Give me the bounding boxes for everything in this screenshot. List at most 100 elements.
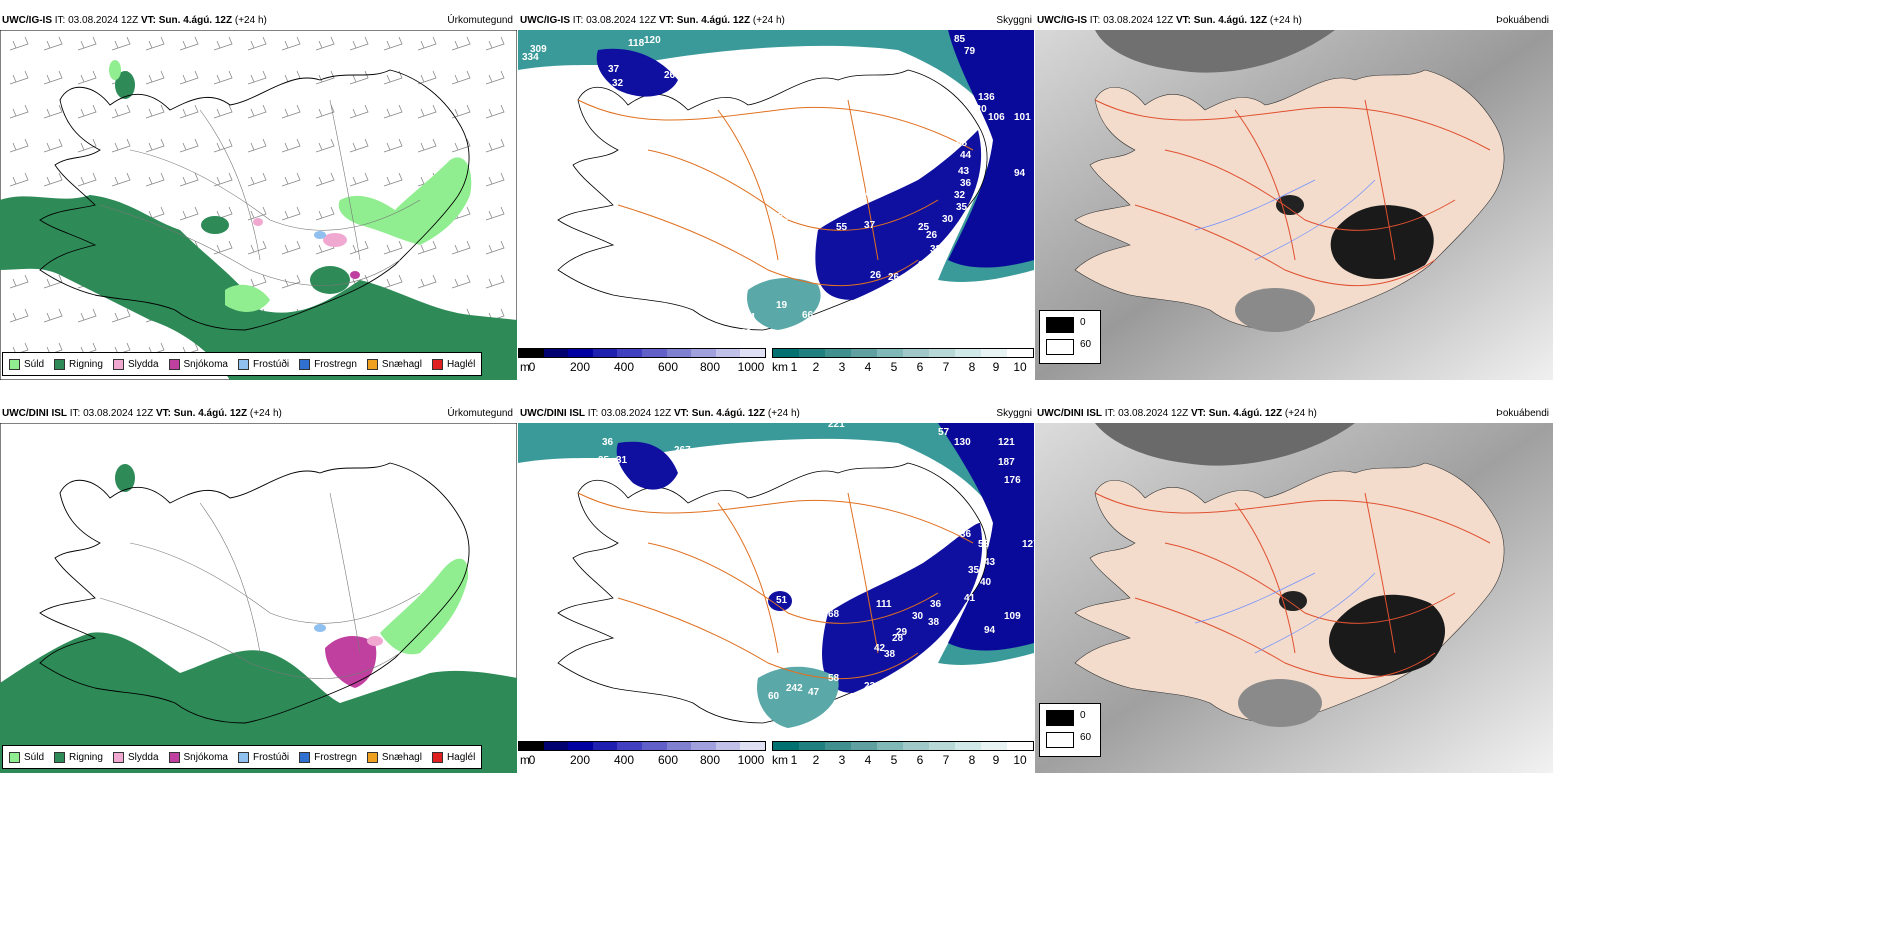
- precip-map[interactable]: [0, 423, 517, 773]
- low-cloud-area-nw: [596, 48, 678, 97]
- visibility-value: 58: [828, 673, 840, 684]
- wind-barb: [145, 172, 165, 187]
- cbar-segment: [877, 742, 903, 750]
- visibility-strip: [772, 741, 1034, 751]
- valid-time: Sun. 4.ágú. 12Z: [173, 408, 248, 419]
- panel-title: Skyggni: [996, 408, 1032, 419]
- precip-map[interactable]: [0, 30, 517, 380]
- visibility-value: 242: [786, 683, 803, 694]
- roads: [99, 99, 421, 286]
- legend-swatch: [366, 358, 378, 370]
- valid-label: VT:: [673, 408, 689, 419]
- visibility-value: 136: [978, 92, 995, 103]
- cbar-tick: 1: [790, 753, 798, 767]
- cbar-tick: 3: [838, 753, 846, 767]
- cbar-segment: [851, 349, 877, 357]
- cbar-tick: 4: [864, 360, 872, 374]
- cbar-tick: 1: [790, 360, 798, 374]
- cbar-segment: [877, 349, 903, 357]
- precip-panel-row2: UWC/DINI ISL IT: 03.08.2024 12Z VT: Sun.…: [0, 405, 517, 773]
- visibility-value: 29: [870, 304, 882, 315]
- wind-barb: [315, 104, 335, 119]
- cbar-tick: 400: [613, 360, 635, 374]
- wind-barb: [485, 240, 505, 255]
- roads: [1094, 492, 1491, 680]
- valid-label: VT:: [658, 15, 674, 26]
- fog-label-high: 60: [1080, 732, 1092, 743]
- snow-area: [350, 271, 360, 279]
- roads: [577, 99, 974, 287]
- wind-barb: [77, 308, 97, 323]
- visibility-value: 32: [930, 244, 942, 255]
- visibility-value: 187: [998, 457, 1015, 468]
- visibility-value: 28: [892, 633, 904, 644]
- wind-barb: [247, 206, 267, 221]
- visibility-value: 37: [864, 220, 876, 231]
- cbar-segment: [568, 742, 593, 750]
- visibility-value: 176: [1004, 475, 1021, 486]
- cbar-unit: km: [772, 360, 788, 374]
- cloud-base-ticks: m 0 200 400 600 800 1000: [518, 753, 766, 767]
- sea-low-cloud: [938, 423, 1034, 651]
- visibility-value: 267: [674, 445, 691, 456]
- cbar-tick: 10: [1013, 360, 1027, 374]
- cbar-tick: 600: [657, 753, 679, 767]
- wind-barb: [451, 138, 471, 153]
- wind-barb: [9, 138, 29, 153]
- visibility-value: 53: [978, 539, 990, 550]
- cbar-tick: 5: [890, 753, 898, 767]
- wind-barb: [111, 308, 131, 323]
- visibility-value: 130: [954, 437, 971, 448]
- legend-label: Súld: [24, 751, 45, 763]
- wind-barb: [383, 172, 403, 187]
- wind-barb: [77, 138, 97, 153]
- valid-label: VT:: [155, 408, 171, 419]
- cbar-tick: 5: [890, 360, 898, 374]
- cbar-segment: [641, 742, 667, 750]
- wind-barb: [349, 36, 369, 51]
- visibility-value: 23: [864, 681, 876, 692]
- wind-barb: [349, 240, 369, 255]
- cbar-unit: km: [772, 753, 788, 767]
- fog-glacier: [1279, 591, 1307, 611]
- wind-barb: [77, 172, 97, 187]
- legend-swatch: [9, 751, 20, 763]
- wind-barb: [247, 240, 267, 255]
- precip-legend: Súld Rigning Slydda Snjókoma Frostúði Fr…: [2, 352, 483, 376]
- cbar-tick: 7: [942, 753, 950, 767]
- lead-time: (+24 h): [752, 15, 785, 26]
- visibility-value: 35: [598, 455, 610, 466]
- panel-header: UWC/DINI ISL IT: 03.08.2024 12Z VT: Sun.…: [0, 405, 517, 423]
- visibility-value: 120: [644, 35, 661, 46]
- visibility-value: 118: [628, 38, 645, 49]
- fog-label-low: 0: [1080, 710, 1086, 721]
- fog-map[interactable]: [1035, 423, 1553, 773]
- iceland-outline: [39, 69, 470, 331]
- freezing-drizzle-area: [314, 231, 326, 239]
- legend-swatch: [366, 751, 378, 763]
- fog-map[interactable]: [1035, 30, 1553, 380]
- cbar-segment: [740, 742, 765, 750]
- wind-barb: [451, 274, 471, 289]
- visibility-map[interactable]: 36 35 31 267 115 221 57 130 121 187 176 36 53 127 43 35…: [518, 423, 1034, 751]
- wind-barb: [417, 36, 437, 51]
- cbar-tick: 4: [864, 753, 872, 767]
- visibility-value: 26: [870, 270, 882, 281]
- visibility-value: 38: [884, 649, 896, 660]
- panel-header: UWC/IG-IS IT: 03.08.2024 12Z VT: Sun. 4.…: [518, 12, 1034, 30]
- legend-label: Frostúði: [252, 358, 290, 370]
- visibility-value: 37: [608, 64, 620, 75]
- cbar-unit: m: [520, 753, 530, 767]
- cbar-tick: 200: [569, 360, 591, 374]
- visibility-value: 221: [828, 423, 845, 430]
- visibility-value: 309: [530, 44, 547, 55]
- visibility-colorbar: km 1 2 3 4 5 6 7 8 9 10: [772, 741, 1034, 771]
- drizzle-area: [109, 60, 472, 312]
- visibility-value: 51: [776, 595, 788, 606]
- visibility-map[interactable]: 309 334 118 120 85 79 37 55 32 263 49 59 54 136 120 106…: [518, 30, 1034, 358]
- fog-label-low: 0: [1080, 317, 1086, 328]
- precip-legend: Súld Rigning Slydda Snjókoma Frostúði Fr…: [2, 745, 483, 769]
- wind-barb: [485, 274, 505, 289]
- wind-barb: [247, 274, 267, 289]
- cbar-segment: [825, 349, 851, 357]
